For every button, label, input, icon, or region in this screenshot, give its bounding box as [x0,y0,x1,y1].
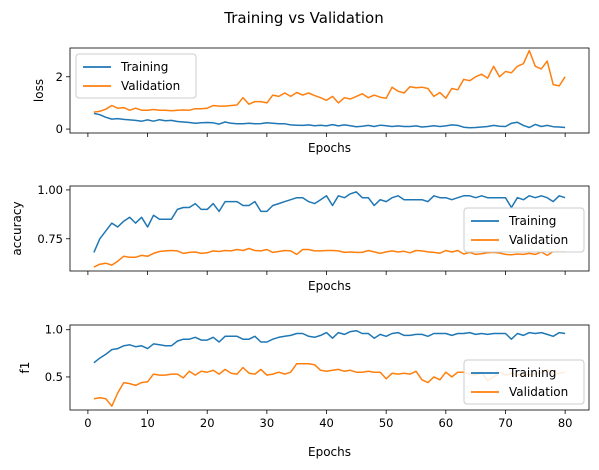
x-tick-label: 80 [558,416,573,430]
subplot-f1: 0 10 20 30 40 50 60 70 80 0.5 1.0 Epochs f1 Training V… [18,323,590,459]
y-tick-label: 0 [56,122,63,136]
y-axis-label: loss [32,79,46,102]
legend-label-training: Training [508,366,556,380]
subplot-loss: 0 2 Epochs loss Training Validation [32,47,590,155]
y-axis-label: f1 [18,362,32,374]
legend-label-validation: Validation [121,79,180,93]
legend-box [463,359,585,405]
x-axis-label: Epochs [308,141,351,155]
x-tick-label: 30 [260,416,275,430]
x-tick-label: 60 [439,416,454,430]
figure-title: Training vs Validation [223,9,384,27]
x-tick-label: 10 [140,416,155,430]
y-tick-label: 0.75 [37,232,63,246]
legend: Training Validation [463,359,585,405]
legend-label-validation: Validation [509,233,568,247]
subplot-accuracy: 0.75 1.00 Epochs accuracy Training Validation [10,183,590,293]
legend-box [75,53,197,99]
series-line-validation [93,247,566,268]
legend-label-validation: Validation [509,385,568,399]
series-line-validation [93,49,566,113]
y-axis-label: accuracy [10,201,24,255]
legend-label-training: Training [508,214,556,228]
y-tick-label: 2 [56,70,63,84]
x-tick-label: 40 [319,416,334,430]
legend: Training Validation [463,207,585,253]
series-line-training [93,329,566,364]
x-tick-label: 0 [84,416,91,430]
series-line-training [93,112,566,129]
axes-frame [69,185,590,272]
axes-frame [69,47,590,134]
legend-box [463,207,585,253]
axes-frame [69,324,590,411]
x-axis-label: Epochs [308,445,351,459]
x-axis-label: Epochs [308,279,351,293]
series-line-training [93,191,566,253]
y-tick-label: 1.0 [45,323,63,337]
x-tick-label: 20 [200,416,215,430]
x-tick-label: 50 [379,416,394,430]
x-tick-label: 70 [498,416,513,430]
y-tick-label: 0.5 [45,370,63,384]
y-tick-label: 1.00 [37,183,63,197]
legend-label-training: Training [120,60,168,74]
legend: Training Validation [75,53,197,99]
